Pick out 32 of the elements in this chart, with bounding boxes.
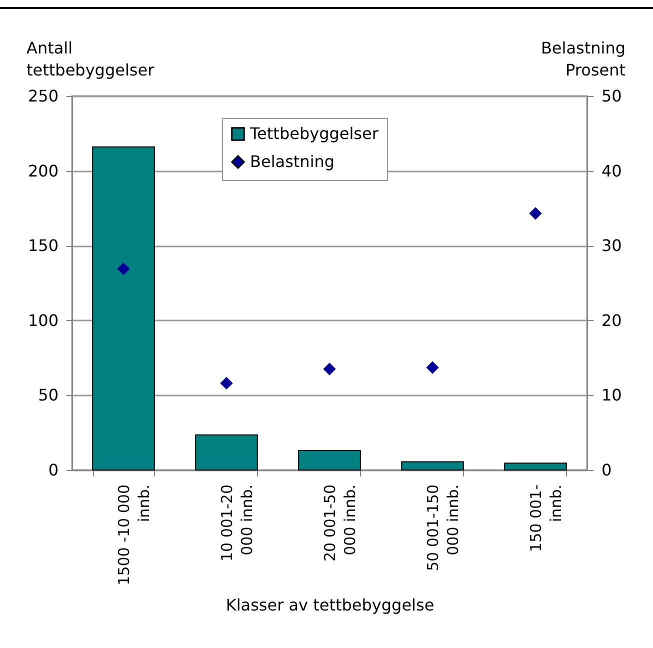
- point: [220, 376, 233, 390]
- point: [117, 262, 130, 276]
- y-axis-title: Antall tettbebyggelser: [26, 38, 155, 80]
- y2-axis-title: Belastning Prosent: [540, 38, 626, 80]
- y2-tick-label: 40: [602, 161, 622, 180]
- y-tick-label: 0: [48, 460, 58, 480]
- x-axis-title: Klasser av tettbebyggelse: [226, 595, 434, 614]
- x-tick-label: 150 001- innb.: [527, 484, 565, 552]
- bar: [92, 146, 155, 470]
- y-tick-label: 50: [38, 386, 58, 405]
- y2-tick-label: 10: [602, 386, 622, 405]
- y-tick-label: 250: [28, 86, 58, 106]
- bar: [504, 462, 567, 470]
- point: [426, 361, 439, 374]
- point: [323, 362, 336, 376]
- y2-tick-label: 20: [602, 310, 622, 330]
- x-tick-label: 50 001-150 000 innb.: [424, 484, 462, 572]
- x-tick-label: 20 001-50 000 innb.: [321, 484, 359, 562]
- y-tick-label: 200: [28, 161, 58, 180]
- y-tick-label: 150: [28, 236, 58, 256]
- y-tick-label: 100: [28, 310, 58, 330]
- x-tick-label: 1500 -10 000 innb.: [115, 484, 153, 586]
- point: [529, 207, 542, 220]
- bar: [401, 461, 464, 470]
- x-tick-label: 10 001-20 000 innb.: [218, 484, 256, 562]
- bar: [195, 434, 258, 470]
- legend-label: Belastning: [250, 152, 335, 171]
- y2-tick-label: 50: [602, 86, 622, 106]
- bar: [298, 450, 361, 470]
- legend-label: Tettbebyggelser: [249, 124, 379, 143]
- y2-tick-label: 30: [602, 236, 622, 256]
- y2-tick-label: 0: [602, 460, 612, 480]
